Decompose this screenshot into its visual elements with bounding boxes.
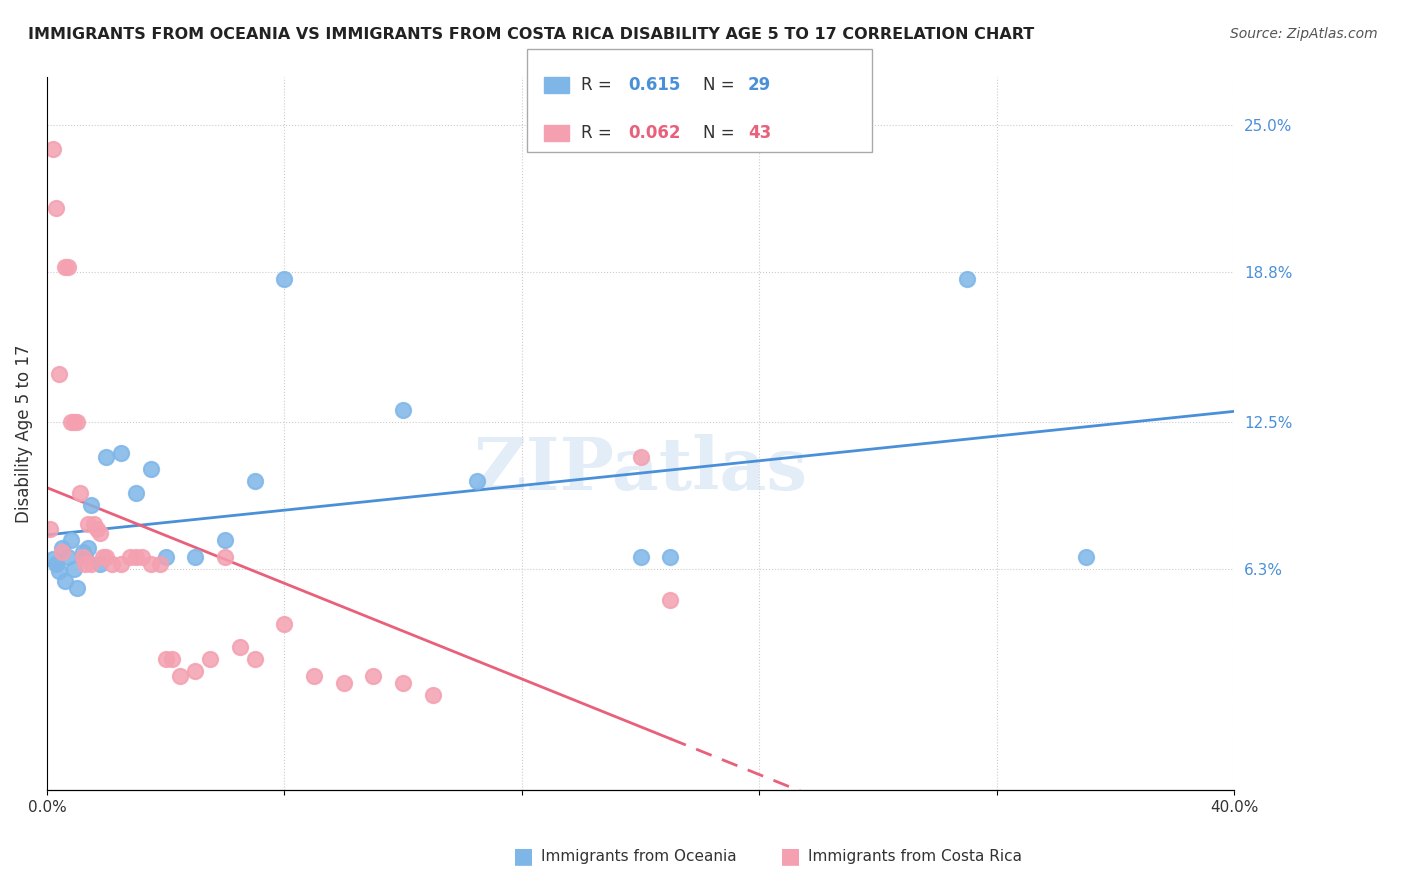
Point	[80, 558, 103, 572]
Text: N =: N =	[703, 76, 740, 94]
Point	[62, 562, 84, 576]
Point	[214, 533, 236, 548]
Text: R =: R =	[581, 124, 617, 142]
Point	[160, 652, 183, 666]
Text: ■: ■	[780, 847, 801, 866]
Point	[630, 450, 652, 465]
Point	[38, 522, 60, 536]
Point	[243, 652, 266, 666]
Point	[75, 558, 97, 572]
Point	[184, 664, 207, 678]
Point	[101, 558, 124, 572]
Point	[83, 516, 105, 531]
Point	[59, 533, 82, 548]
Text: 0.615: 0.615	[628, 76, 681, 94]
Point	[77, 516, 100, 531]
Text: N =: N =	[703, 124, 740, 142]
Point	[422, 688, 444, 702]
Point	[48, 368, 70, 382]
Point	[302, 669, 325, 683]
Point	[243, 474, 266, 488]
Point	[956, 272, 979, 286]
Point	[139, 462, 162, 476]
Point	[51, 541, 73, 555]
Text: ■: ■	[513, 847, 534, 866]
Point	[110, 558, 132, 572]
Point	[59, 415, 82, 429]
Point	[89, 526, 111, 541]
Point	[333, 676, 356, 690]
Point	[77, 541, 100, 555]
Point	[155, 652, 177, 666]
Text: Immigrants from Oceania: Immigrants from Oceania	[541, 849, 737, 863]
Point	[198, 652, 221, 666]
Point	[80, 498, 103, 512]
Point	[56, 550, 79, 565]
Point	[45, 201, 67, 215]
Point	[184, 550, 207, 565]
Point	[659, 550, 682, 565]
Point	[214, 550, 236, 565]
Point	[42, 142, 65, 156]
Point	[69, 486, 91, 500]
Point	[51, 545, 73, 559]
Point	[169, 669, 191, 683]
Point	[86, 522, 108, 536]
Point	[363, 669, 385, 683]
Point	[125, 550, 148, 565]
Point	[392, 676, 415, 690]
Point	[45, 558, 67, 572]
Point	[110, 445, 132, 459]
Text: 29: 29	[748, 76, 772, 94]
Point	[1074, 550, 1097, 565]
Point	[392, 403, 415, 417]
Point	[72, 550, 94, 565]
Point	[273, 272, 295, 286]
Point	[149, 558, 172, 572]
Point	[659, 592, 682, 607]
Text: Source: ZipAtlas.com: Source: ZipAtlas.com	[1230, 27, 1378, 41]
Point	[65, 415, 87, 429]
Point	[53, 574, 76, 588]
Point	[273, 616, 295, 631]
Point	[56, 260, 79, 275]
Text: IMMIGRANTS FROM OCEANIA VS IMMIGRANTS FROM COSTA RICA DISABILITY AGE 5 TO 17 COR: IMMIGRANTS FROM OCEANIA VS IMMIGRANTS FR…	[28, 27, 1035, 42]
Point	[75, 550, 97, 565]
Text: ZIPatlas: ZIPatlas	[474, 434, 808, 505]
Point	[91, 550, 114, 565]
Point	[42, 552, 65, 566]
Text: 43: 43	[748, 124, 772, 142]
Point	[53, 260, 76, 275]
Text: Immigrants from Costa Rica: Immigrants from Costa Rica	[808, 849, 1022, 863]
Point	[630, 550, 652, 565]
Point	[62, 415, 84, 429]
Point	[65, 581, 87, 595]
Point	[89, 558, 111, 572]
Point	[139, 558, 162, 572]
Point	[155, 550, 177, 565]
Point	[96, 550, 118, 565]
Point	[96, 450, 118, 465]
Point	[118, 550, 141, 565]
Text: 0.062: 0.062	[628, 124, 681, 142]
Y-axis label: Disability Age 5 to 17: Disability Age 5 to 17	[15, 344, 32, 523]
Point	[125, 486, 148, 500]
Point	[229, 640, 252, 655]
Point	[467, 474, 489, 488]
Point	[72, 545, 94, 559]
Text: R =: R =	[581, 76, 617, 94]
Point	[131, 550, 153, 565]
Point	[48, 565, 70, 579]
